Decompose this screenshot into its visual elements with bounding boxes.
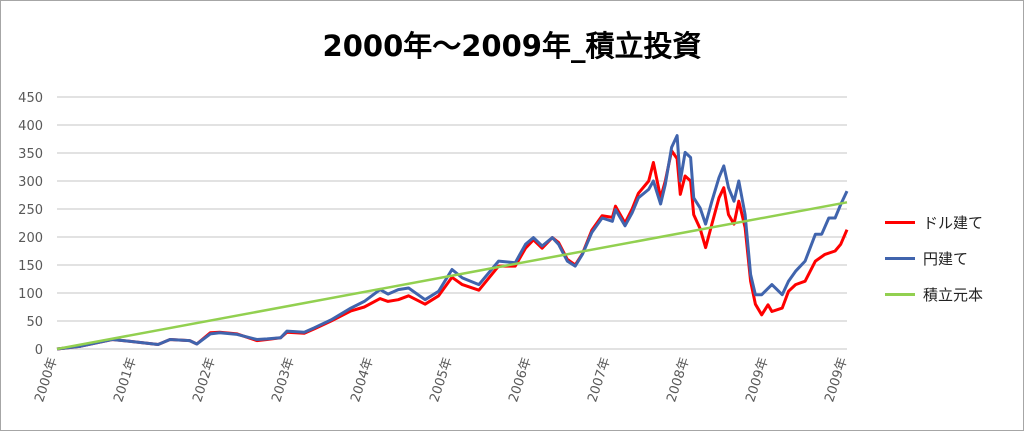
y-tick-label: 200: [18, 231, 43, 246]
y-tick-label: 0: [35, 343, 43, 358]
x-tick-label: 2007年: [585, 356, 614, 404]
legend-swatch: [885, 256, 915, 260]
x-tick-label: 2004年: [348, 356, 377, 404]
x-tick-label: 2003年: [269, 356, 298, 404]
y-tick-label: 150: [18, 259, 43, 274]
y-tick-label: 400: [18, 119, 43, 134]
legend-label: ドル建て: [923, 213, 984, 232]
y-tick-label: 300: [18, 175, 43, 190]
legend-item-yen: 円建て: [885, 240, 983, 276]
y-tick-label: 100: [18, 287, 43, 302]
series-line-1: [56, 134, 849, 351]
x-tick-label: 2002年: [190, 356, 219, 404]
y-tick-label: 250: [18, 203, 43, 218]
y-tick-label: 350: [18, 147, 43, 162]
legend-swatch: [885, 292, 915, 296]
y-tick-label: 50: [26, 315, 43, 330]
legend-label: 積立元本: [923, 285, 984, 304]
x-tick-label: 2008年: [664, 356, 693, 404]
chart-title: 2000年～2009年_積立投資: [322, 29, 702, 63]
x-tick-label: 2001年: [111, 356, 140, 404]
legend-item-dollar: ドル建て: [885, 204, 983, 240]
x-tick-label: 2006年: [506, 356, 535, 404]
legend-label: 円建て: [923, 249, 969, 268]
x-tick-label: 2000年: [32, 356, 61, 404]
legend-item-principal: 積立元本: [885, 276, 983, 312]
legend-swatch: [885, 220, 915, 224]
x-tick-label: 2009年: [822, 356, 851, 404]
legend: ドル建て 円建て 積立元本: [885, 204, 983, 312]
y-tick-label: 450: [18, 91, 43, 106]
x-tick-label: 2005年: [427, 356, 456, 404]
x-tick-label: 2009年: [743, 356, 772, 404]
series-line-2: [56, 201, 848, 351]
